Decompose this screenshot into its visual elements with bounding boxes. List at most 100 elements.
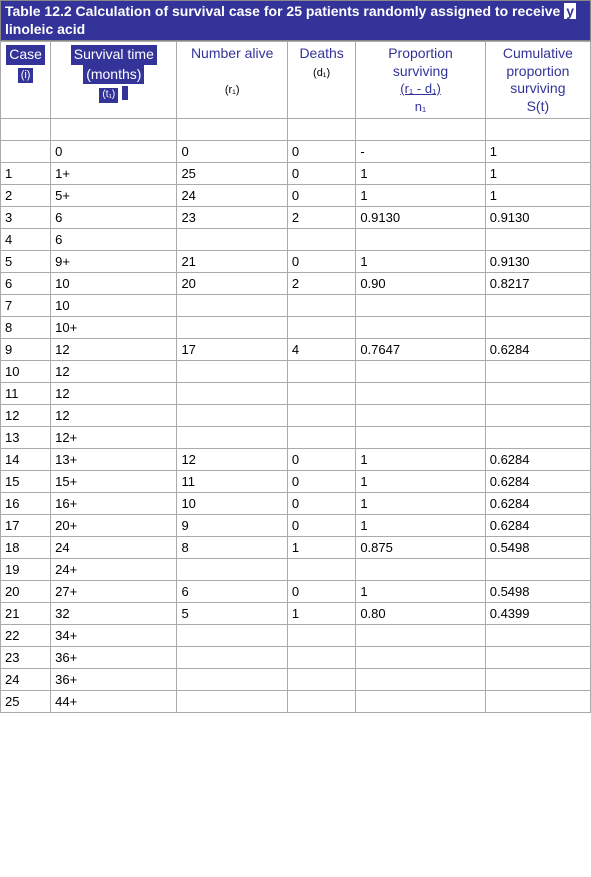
cell-case: 1 <box>1 163 51 185</box>
cell-case: 11 <box>1 383 51 405</box>
cell-time: 6 <box>51 207 177 229</box>
cell-proportion: 0.90 <box>356 273 485 295</box>
cell-deaths: 1 <box>287 537 355 559</box>
cell-proportion: 0.80 <box>356 603 485 625</box>
cell-proportion: 1 <box>356 493 485 515</box>
cell-time: 10+ <box>51 317 177 339</box>
header-proportion-formula: (r₁ - d₁) <box>400 81 441 96</box>
cell-proportion <box>356 405 485 427</box>
table-row: 1212 <box>1 405 591 427</box>
cell-cumulative: 0.6284 <box>485 493 590 515</box>
cell-deaths <box>287 559 355 581</box>
cell-deaths <box>287 427 355 449</box>
cell-proportion <box>356 625 485 647</box>
cell-cumulative: 0.9130 <box>485 207 590 229</box>
header-survival-label: Survival time <box>71 45 157 65</box>
cell-time: 15+ <box>51 471 177 493</box>
cell-case: 16 <box>1 493 51 515</box>
cell-case: 17 <box>1 515 51 537</box>
header-row: Case (i) Survival time (months) (t₁) Num… <box>1 42 591 119</box>
header-deaths-sub: (d₁) <box>313 67 330 79</box>
cell-alive <box>177 383 287 405</box>
cell-alive: 11 <box>177 471 287 493</box>
cell-case: 10 <box>1 361 51 383</box>
cell-cumulative: 0.5498 <box>485 581 590 603</box>
cell-deaths: 0 <box>287 141 355 163</box>
header-deaths: Deaths (d₁) <box>287 42 355 119</box>
cell-time: 34+ <box>51 625 177 647</box>
cell-case: 5 <box>1 251 51 273</box>
title-suffix: linoleic acid <box>5 21 85 37</box>
cell-time: 0 <box>51 141 177 163</box>
cell-case: 9 <box>1 339 51 361</box>
title-prefix: Table 12.2 Calculation of survival case … <box>5 3 564 19</box>
cell-case: 20 <box>1 581 51 603</box>
cell-proportion: 1 <box>356 185 485 207</box>
table-row: 2544+ <box>1 691 591 713</box>
cell-cumulative: 1 <box>485 185 590 207</box>
cell-alive: 10 <box>177 493 287 515</box>
cell-cumulative: 0.6284 <box>485 339 590 361</box>
cell-time: 12 <box>51 339 177 361</box>
cell-deaths: 0 <box>287 493 355 515</box>
table-row: 2027+6010.5498 <box>1 581 591 603</box>
cell-alive: 24 <box>177 185 287 207</box>
cell-deaths: 4 <box>287 339 355 361</box>
header-alive: Number alive (r₁) <box>177 42 287 119</box>
table-row: 1720+9010.6284 <box>1 515 591 537</box>
cell-deaths <box>287 229 355 251</box>
cell-proportion: 1 <box>356 449 485 471</box>
spacer-row <box>1 119 591 141</box>
cell-case: 18 <box>1 537 51 559</box>
table-row: 25+24011 <box>1 185 591 207</box>
cell-alive <box>177 317 287 339</box>
cell-time: 10 <box>51 273 177 295</box>
cell-cumulative: 0.4399 <box>485 603 590 625</box>
cell-proportion <box>356 647 485 669</box>
cell-case: 12 <box>1 405 51 427</box>
cell-case: 21 <box>1 603 51 625</box>
cell-alive: 5 <box>177 603 287 625</box>
cell-time: 12 <box>51 383 177 405</box>
cell-alive: 17 <box>177 339 287 361</box>
header-survival-sub2: (t₁) <box>99 88 118 103</box>
cell-deaths: 2 <box>287 207 355 229</box>
cell-cumulative: 0.6284 <box>485 471 590 493</box>
table-row: 1012 <box>1 361 591 383</box>
cell-time: 24+ <box>51 559 177 581</box>
cell-case <box>1 141 51 163</box>
cell-case: 2 <box>1 185 51 207</box>
header-alive-sub: (r₁) <box>225 84 240 96</box>
header-case-label: Case <box>6 45 45 65</box>
table-title: Table 12.2 Calculation of survival case … <box>0 0 591 41</box>
table-row: 1515+11010.6284 <box>1 471 591 493</box>
cell-time: 5+ <box>51 185 177 207</box>
cell-cumulative <box>485 669 590 691</box>
cell-alive: 12 <box>177 449 287 471</box>
cell-proportion <box>356 427 485 449</box>
cell-deaths: 0 <box>287 449 355 471</box>
cell-cumulative <box>485 383 590 405</box>
table-row: 59+21010.9130 <box>1 251 591 273</box>
cell-proportion: 0.875 <box>356 537 485 559</box>
cell-case: 15 <box>1 471 51 493</box>
cursor-icon <box>122 86 128 100</box>
cell-time: 12 <box>51 361 177 383</box>
cell-alive: 9 <box>177 515 287 537</box>
cell-deaths: 0 <box>287 515 355 537</box>
table-row: 710 <box>1 295 591 317</box>
cell-time: 24 <box>51 537 177 559</box>
table-row: 11+25011 <box>1 163 591 185</box>
cell-alive <box>177 625 287 647</box>
cell-alive <box>177 229 287 251</box>
cell-alive: 0 <box>177 141 287 163</box>
cell-proportion <box>356 669 485 691</box>
cell-proportion: 1 <box>356 251 485 273</box>
cell-alive <box>177 647 287 669</box>
table-row: 1616+10010.6284 <box>1 493 591 515</box>
cell-deaths <box>287 625 355 647</box>
cell-case: 6 <box>1 273 51 295</box>
cell-time: 36+ <box>51 647 177 669</box>
cell-cumulative: 1 <box>485 163 590 185</box>
cell-proportion: - <box>356 141 485 163</box>
